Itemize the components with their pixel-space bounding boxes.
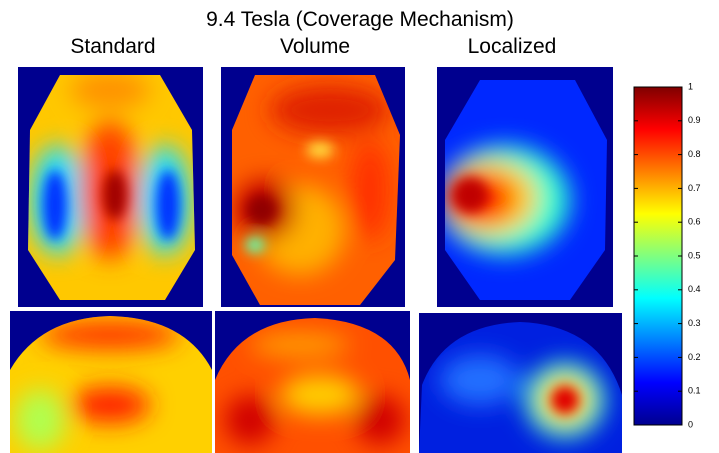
page: {"chart_data": {"type": "heatmap", "titl…: [0, 0, 719, 453]
colorbar-tick-label: 0.7: [688, 183, 701, 193]
map-panel: [419, 313, 622, 453]
colorbar-tick-label: 0.4: [688, 284, 701, 294]
map-panel: [215, 311, 410, 453]
column-label: Standard: [70, 35, 155, 58]
colorbar-tick-label: 0.2: [688, 352, 701, 362]
chart-title: 9.4 Tesla (Coverage Mechanism): [206, 8, 514, 31]
colorbar-tick-label: 0.5: [688, 250, 701, 260]
figure: 9.4 Tesla (Coverage Mechanism) Standard …: [0, 0, 719, 453]
map-panel: [437, 67, 613, 307]
colorbar-tick-label: 0: [688, 419, 693, 429]
colorbar-tick-label: 0.1: [688, 386, 701, 396]
map-panel: [18, 67, 203, 307]
colorbar-tick-label: 0.3: [688, 318, 701, 328]
colorbar-tick-label: 0.6: [688, 217, 701, 227]
map-panel: [221, 67, 405, 307]
colorbar-tick-label: 0.9: [688, 115, 701, 125]
colorbar-tick-label: 1: [688, 81, 693, 91]
map-panel: [10, 311, 212, 453]
column-label: Localized: [468, 35, 557, 58]
column-label: Volume: [280, 35, 350, 58]
colorbar-tick-label: 0.8: [688, 149, 701, 159]
colorbar: [634, 87, 682, 425]
